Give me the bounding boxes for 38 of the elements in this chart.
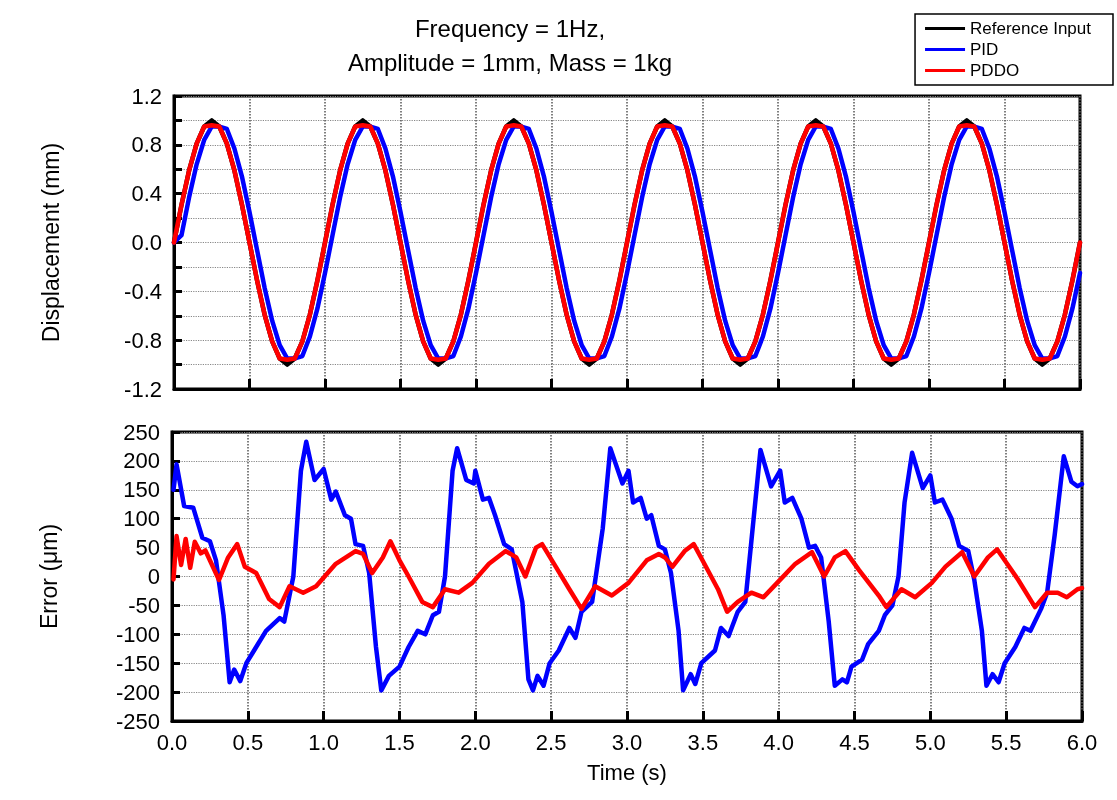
x-tick-label: 5.0 [915,729,946,755]
y-tick-label: 0.4 [131,181,162,207]
x-tick-label: 3.0 [611,729,643,755]
y-tick-label: -0.4 [124,278,162,304]
legend-label: Reference Input [970,19,1092,38]
x-tick-label: 1.5 [384,729,415,755]
y-tick-label: 0 [147,564,160,589]
x-tick-label: 0.5 [232,729,264,755]
x-tick-label: 2.0 [460,729,491,755]
y-tick-label: 1.2 [131,83,162,109]
line-series [171,533,1085,615]
y-tick-label: 250 [123,419,160,445]
legend-label: PID [970,40,999,59]
x-axis-title: Time (s) [587,759,667,785]
x-tick-label: 4.0 [763,729,794,755]
y-tick-label: -100 [115,621,160,647]
x-tick-label: 1.0 [308,729,339,755]
y-tick-label: -1.2 [124,376,162,402]
x-tick-label: 6.0 [1066,729,1098,755]
legend-label: PDDO [970,61,1020,80]
y-tick-label: 0.8 [131,132,162,158]
y-tick-label: -0.8 [124,327,162,353]
y-axis-title: Error (μm) [35,523,62,630]
y-tick-label: -50 [128,592,160,618]
y-tick-label: 50 [135,535,160,561]
x-tick-label: 4.5 [839,729,870,755]
y-axis-title: Displacement (mm) [37,142,64,343]
y-tick-label: 100 [123,506,160,532]
y-tick-label: 0.0 [131,230,162,255]
x-tick-label: 2.5 [535,729,567,755]
x-tick-label: 3.5 [687,729,719,755]
y-tick-label: 200 [123,448,160,474]
y-tick-label: -200 [115,679,160,705]
chart-title: Frequency = 1Hz, Amplitude = 1mm, Mass = 1kg [347,14,673,76]
line-series [171,439,1085,693]
y-tick-label: 150 [123,477,160,503]
x-tick-label: 5.5 [990,729,1022,755]
y-tick-label: -150 [115,650,160,676]
